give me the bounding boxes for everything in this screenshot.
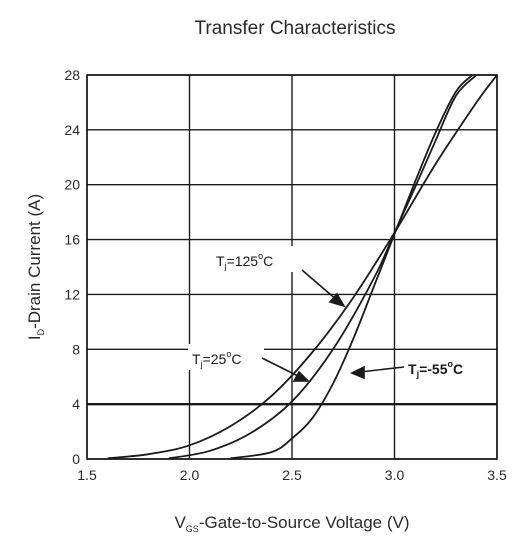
arrow-tj-125 — [301, 269, 339, 302]
svg-text:Tj=-55oC: Tj=-55oC — [408, 359, 463, 379]
chart-title: Transfer Characteristics — [195, 18, 396, 39]
annotation-tj-25: Tj=25oC — [188, 344, 264, 370]
curves — [107, 74, 498, 460]
arrowhead-tj-125 — [328, 292, 346, 308]
y-tick-label: 28 — [64, 67, 80, 83]
arrowhead-tj-25 — [292, 370, 310, 382]
series-line-tj-25 — [168, 74, 478, 460]
x-tick-label: 1.5 — [77, 467, 97, 483]
plot-frame — [86, 74, 498, 460]
y-tick-label: 8 — [72, 341, 80, 357]
annotation-tj-125: Tj=125oC — [212, 246, 302, 272]
y-tick-label: 16 — [64, 232, 80, 248]
arrow-tj-25 — [261, 357, 303, 379]
y-tick-label: 12 — [64, 286, 80, 302]
y-tick-label: 0 — [72, 451, 80, 467]
y-axis-label: ID-Drain Current (A) — [25, 194, 46, 340]
y-tick-label: 4 — [72, 396, 80, 412]
arrowhead-tj-minus-55 — [350, 365, 365, 380]
x-tick-label: 2.5 — [282, 467, 302, 483]
annotation-arrows — [261, 269, 405, 382]
arrow-tj-minus-55 — [359, 366, 405, 373]
x-tick-labels: 1.5 2.0 2.5 3.0 3.5 — [77, 467, 507, 483]
x-axis-label: VGS-Gate-to-Source Voltage (V) — [174, 513, 409, 534]
svg-text:Tj=25oC: Tj=25oC — [192, 349, 241, 369]
x-tick-label: 3.0 — [385, 467, 405, 483]
x-tick-label: 3.5 — [487, 467, 507, 483]
annotation-tj-minus-55: Tj=-55oC — [404, 354, 492, 380]
y-tick-labels: 0 4 8 12 16 20 24 28 — [64, 67, 80, 467]
y-tick-label: 24 — [64, 122, 80, 138]
series-line-tj-125 — [107, 74, 498, 460]
svg-text:Tj=125oC: Tj=125oC — [216, 251, 273, 271]
series-line-tj-minus-55 — [230, 74, 474, 460]
y-tick-label: 20 — [64, 177, 80, 193]
x-tick-label: 2.0 — [180, 467, 200, 483]
